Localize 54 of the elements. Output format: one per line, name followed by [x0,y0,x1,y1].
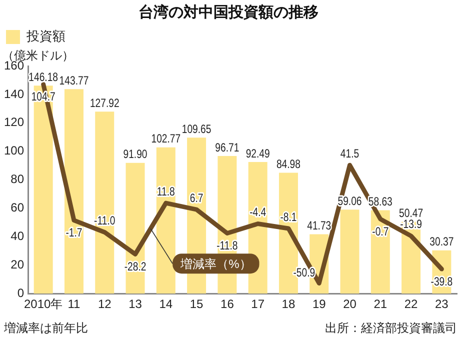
data-label: 146.18 [28,71,58,84]
y-tick-label: 0 [17,286,24,300]
data-label: 102.77 [151,132,181,146]
data-label: -1.7 [66,226,82,240]
data-label: 11.8 [156,185,175,199]
data-label: 30.37 [430,236,454,250]
x-tick-label: 21 [374,297,388,312]
x-tick-label: 23 [435,297,449,312]
data-label: -0.7 [372,225,389,239]
x-tick-label: 19 [312,297,326,312]
text: 増減率は前年比 [4,320,88,337]
data-label: 92.49 [246,147,270,161]
data-label: 6.7 [190,192,204,206]
x-tick-label: 2010年 [24,297,63,312]
y-tick-label: 100 [4,144,24,158]
x-tick-label: 20 [343,297,357,312]
data-label: 109.65 [182,122,212,136]
chart-title: 台湾の対中国投資額の推移 [138,3,318,22]
bar [64,89,84,294]
y-tick-label: 80 [10,172,24,186]
x-tick-label: 18 [282,297,296,312]
y-tick-label: 40 [10,229,24,244]
text: 出所：経済部投資審議司 [325,320,457,337]
data-label: 143.77 [59,74,89,88]
bar [95,112,114,294]
x-tick-label: 11 [68,297,81,312]
x-tick-label: 14 [159,297,173,312]
data-label: -4.4 [250,206,266,220]
data-label: 84.98 [276,158,300,172]
x-tick-label: 22 [404,297,418,312]
data-label: 96.71 [215,141,240,155]
x-tick-label: 12 [98,297,112,312]
bar [340,210,360,294]
x-tick-label: 16 [220,297,234,312]
data-label: -11.8 [216,240,238,253]
y-tick-label: 60 [10,200,24,215]
x-tick-label: 17 [251,297,265,312]
data-label: 127.92 [90,97,120,110]
data-label: 41.5 [340,147,360,161]
data-label: -8.1 [280,210,297,224]
data-label: 50.47 [399,207,424,220]
data-label: 41.73 [307,220,332,233]
bar [34,86,53,294]
data-label: -39.8 [430,275,453,289]
data-label: -11.0 [94,214,116,228]
x-tick-label: 13 [128,297,142,312]
y-tick-label: 20 [10,257,24,272]
text: 増減率（%） [180,256,252,271]
y-tick-label: 120 [4,115,24,130]
data-label: 91.90 [123,148,148,162]
data-label: -28.2 [124,260,146,274]
y-tick-label: 140 [4,86,24,101]
legend-label: 投資額 [26,28,66,44]
x-tick-label: 15 [190,297,204,312]
